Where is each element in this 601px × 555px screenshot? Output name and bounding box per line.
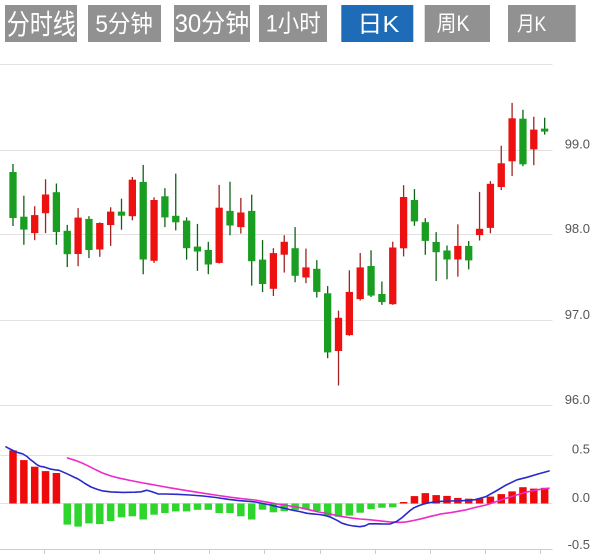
svg-text:-0.5: -0.5 xyxy=(568,537,590,552)
svg-text:分时线: 分时线 xyxy=(7,9,76,40)
svg-text:日K: 日K xyxy=(357,11,399,37)
svg-text:月K: 月K xyxy=(517,13,546,36)
svg-text:0.5: 0.5 xyxy=(572,442,590,457)
svg-text:30分钟: 30分钟 xyxy=(175,10,250,38)
svg-text:0.0: 0.0 xyxy=(572,490,590,505)
svg-text:96.0: 96.0 xyxy=(565,392,590,407)
svg-text:5分钟: 5分钟 xyxy=(95,11,153,38)
svg-text:周K: 周K xyxy=(437,11,470,36)
svg-text:1小时: 1小时 xyxy=(266,11,321,38)
svg-text:97.0: 97.0 xyxy=(565,307,590,322)
svg-text:99.0: 99.0 xyxy=(565,136,590,151)
svg-text:98.0: 98.0 xyxy=(565,221,590,236)
